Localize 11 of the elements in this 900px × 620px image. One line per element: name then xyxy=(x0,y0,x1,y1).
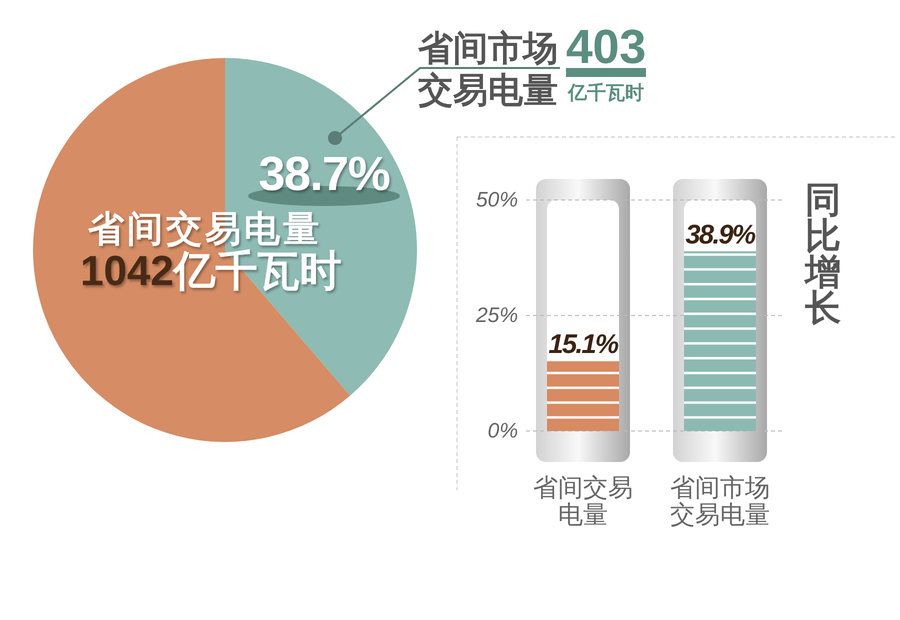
slice-label: 省间市场交易电量 xyxy=(417,29,558,110)
y-axis-title: 同比增长 xyxy=(803,179,841,328)
data-label: 15.1% xyxy=(548,329,620,360)
data-label: 38.7% xyxy=(258,148,390,201)
y-tick-label: 50% xyxy=(476,188,518,212)
text: 403亿千瓦时 xyxy=(566,21,646,104)
y-tick-label: 0% xyxy=(488,420,518,442)
y-tick-label: 25% xyxy=(474,304,518,327)
data-label: 38.9% xyxy=(685,219,756,250)
text: 1042亿千瓦时 xyxy=(80,247,342,294)
slice-label: 省间交易电量 xyxy=(87,208,322,249)
